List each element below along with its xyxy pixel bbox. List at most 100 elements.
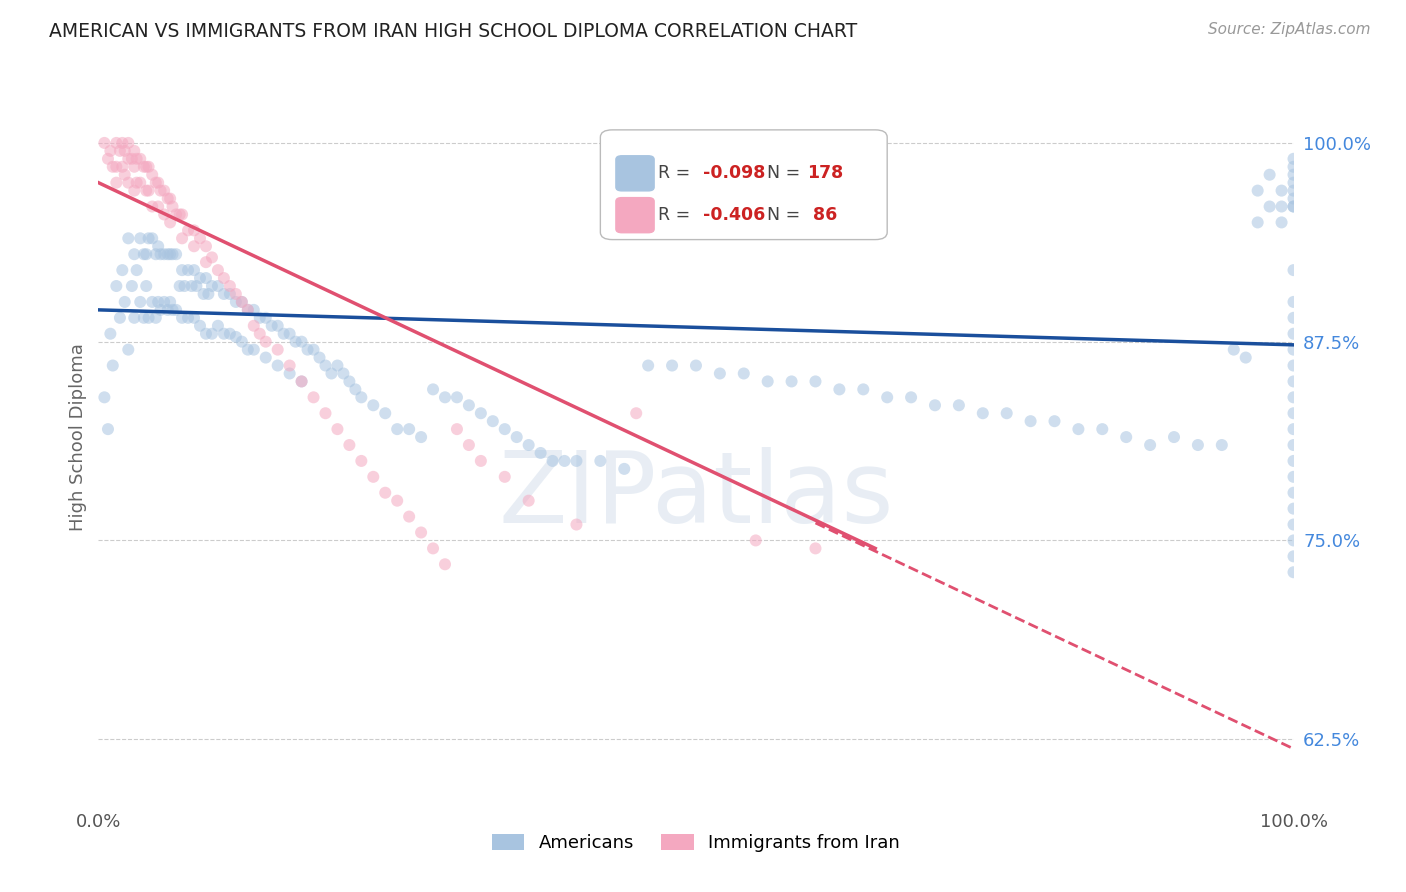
Point <box>565 454 588 468</box>
Point <box>411 525 433 540</box>
Point <box>1282 200 1305 214</box>
Point <box>132 247 155 261</box>
Point <box>108 310 131 325</box>
Point <box>124 184 146 198</box>
Point <box>1282 470 1305 484</box>
Text: 178: 178 <box>807 164 844 182</box>
Point <box>1282 438 1305 452</box>
Point <box>183 239 205 253</box>
Point <box>231 334 253 349</box>
Point <box>517 493 540 508</box>
Point <box>117 343 139 357</box>
Point <box>1282 168 1305 182</box>
Point <box>165 247 187 261</box>
Point <box>291 334 314 349</box>
Point <box>169 207 191 221</box>
Point <box>201 326 224 341</box>
Point <box>149 184 172 198</box>
Point <box>124 247 146 261</box>
Point <box>554 454 576 468</box>
Point <box>135 160 157 174</box>
Point <box>398 509 420 524</box>
Text: -0.098: -0.098 <box>703 164 765 182</box>
Point <box>236 302 259 317</box>
Point <box>267 343 290 357</box>
Point <box>302 343 325 357</box>
Point <box>1282 326 1305 341</box>
Point <box>284 334 307 349</box>
Point <box>385 493 409 508</box>
Point <box>339 375 361 389</box>
Point <box>111 136 134 150</box>
Point <box>565 517 588 532</box>
Point <box>278 326 301 341</box>
Point <box>195 326 218 341</box>
Point <box>188 318 211 333</box>
Point <box>153 247 176 261</box>
Point <box>1187 438 1209 452</box>
Point <box>125 152 148 166</box>
Point <box>363 470 385 484</box>
Point <box>117 152 139 166</box>
Point <box>165 302 187 317</box>
Point <box>169 279 191 293</box>
Point <box>97 422 120 436</box>
Point <box>1282 192 1305 206</box>
Point <box>1282 310 1305 325</box>
Point <box>530 446 553 460</box>
Point <box>207 318 229 333</box>
Point <box>177 223 200 237</box>
Point <box>186 279 208 293</box>
Point <box>117 136 139 150</box>
Point <box>1282 359 1305 373</box>
Point <box>135 247 157 261</box>
Point <box>458 398 481 412</box>
Point <box>201 279 224 293</box>
Point <box>219 279 242 293</box>
Point <box>1043 414 1066 428</box>
Point <box>195 255 218 269</box>
Point <box>1115 430 1137 444</box>
Point <box>1271 184 1294 198</box>
Point <box>108 144 131 158</box>
Point <box>165 207 187 221</box>
Point <box>132 160 155 174</box>
Point <box>159 192 181 206</box>
Point <box>1067 422 1090 436</box>
FancyBboxPatch shape <box>616 156 654 191</box>
Point <box>148 239 170 253</box>
Point <box>876 390 898 404</box>
Point <box>129 231 152 245</box>
Point <box>111 160 134 174</box>
Text: 86: 86 <box>807 206 838 224</box>
Point <box>308 351 330 365</box>
Text: -0.406: -0.406 <box>703 206 765 224</box>
Point <box>267 318 290 333</box>
Point <box>129 152 152 166</box>
Point <box>180 279 202 293</box>
Point <box>745 533 768 548</box>
Point <box>138 160 160 174</box>
Point <box>1282 294 1305 309</box>
Point <box>117 231 139 245</box>
Text: N =: N = <box>756 206 806 224</box>
Point <box>105 176 128 190</box>
Point <box>302 390 325 404</box>
Point <box>350 390 373 404</box>
Point <box>188 271 211 285</box>
Point <box>145 247 167 261</box>
Point <box>162 302 184 317</box>
Point <box>446 390 468 404</box>
Point <box>398 422 420 436</box>
Point <box>105 279 128 293</box>
Point <box>1282 533 1305 548</box>
Point <box>1258 168 1281 182</box>
Point <box>278 359 301 373</box>
Point <box>374 485 396 500</box>
Point <box>506 430 529 444</box>
Point <box>1282 454 1305 468</box>
Point <box>1271 200 1294 214</box>
Point <box>101 359 124 373</box>
Point <box>201 251 224 265</box>
Point <box>1282 566 1305 580</box>
